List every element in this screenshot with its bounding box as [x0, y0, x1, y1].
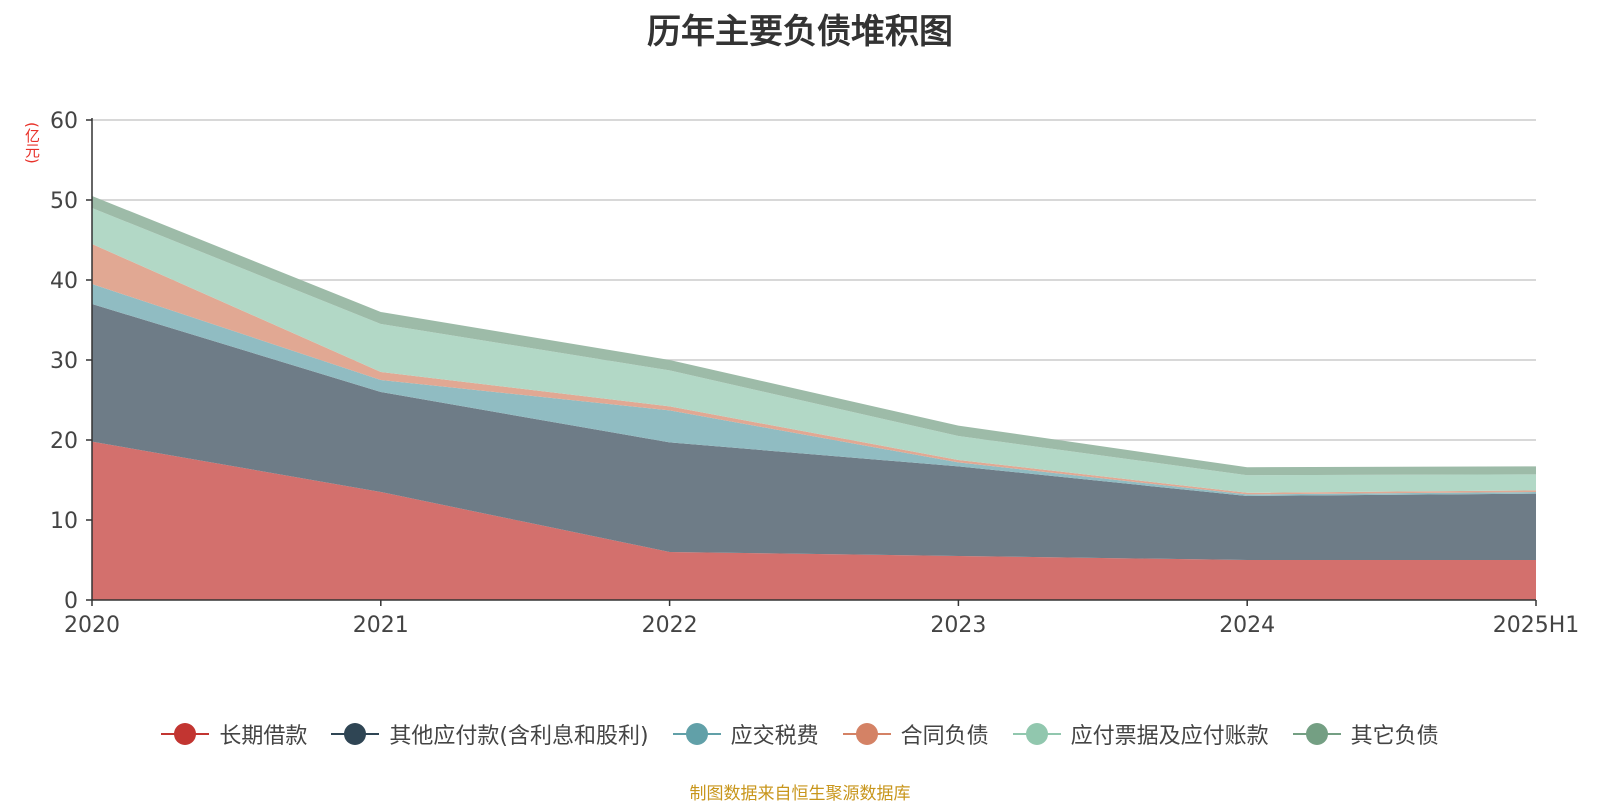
x-tick-label: 2023 — [930, 613, 986, 638]
legend-label: 其他应付款(含利息和股利) — [389, 724, 649, 749]
legend-label: 其它负债 — [1350, 724, 1439, 749]
y-tick-label: 50 — [50, 189, 78, 214]
legend-marker-icon — [1012, 722, 1061, 746]
legend-marker-icon — [672, 722, 721, 746]
y-tick-label: 60 — [50, 109, 78, 134]
x-tick-label: 2024 — [1219, 613, 1275, 638]
legend: 长期借款 其他应付款(含利息和股利) 应交税费 合同负债 应付票据及应付账款 其它负债 — [0, 718, 1600, 750]
area-series-1 — [92, 441, 1536, 600]
legend-label: 长期借款 — [219, 724, 308, 749]
legend-item[interactable]: 其他应付款(含利息和股利) — [331, 718, 649, 750]
legend-item[interactable]: 长期借款 — [161, 718, 307, 750]
legend-item[interactable]: 应交税费 — [672, 718, 819, 750]
area-series-2 — [92, 304, 1536, 560]
source-note: 制图数据来自恒生聚源数据库 — [689, 784, 911, 804]
y-tick-label: 30 — [50, 349, 78, 374]
y-axis-unit: (亿元) — [23, 122, 41, 164]
x-tick-label: 2022 — [642, 613, 698, 638]
legend-item[interactable]: 合同负债 — [842, 718, 989, 750]
y-tick-label: 0 — [64, 589, 78, 614]
area-series-3 — [92, 284, 1536, 496]
x-tick-label: 2021 — [353, 613, 409, 638]
legend-label: 应交税费 — [730, 724, 819, 749]
y-tick-label: 40 — [50, 269, 78, 294]
x-tick-label: 2025H1 — [1493, 613, 1580, 638]
legend-marker-icon — [161, 722, 210, 746]
axis-layer: 0 10 20 30 40 50 60 2020 2021 2022 2023 2024 2025H1 — [50, 109, 1579, 638]
area-layer — [92, 196, 1536, 600]
legend-marker-icon — [1292, 722, 1341, 746]
legend-label: 应付票据及应付账款 — [1070, 724, 1269, 749]
legend-item[interactable]: 其它负债 — [1292, 718, 1439, 750]
y-tick-label: 20 — [50, 429, 78, 454]
legend-marker-icon — [842, 722, 891, 746]
chart-svg: 0 10 20 30 40 50 60 2020 2021 2022 2023 2024 2025H1 — [50, 109, 1579, 638]
chart-title: 历年主要负债堆积图 — [647, 12, 953, 52]
legend-marker-icon — [331, 722, 380, 746]
area-series-5 — [92, 208, 1536, 493]
y-tick-label: 10 — [50, 509, 78, 534]
x-tick-label: 2020 — [64, 613, 120, 638]
legend-item[interactable]: 应付票据及应付账款 — [1012, 718, 1269, 750]
legend-label: 合同负债 — [900, 724, 989, 749]
